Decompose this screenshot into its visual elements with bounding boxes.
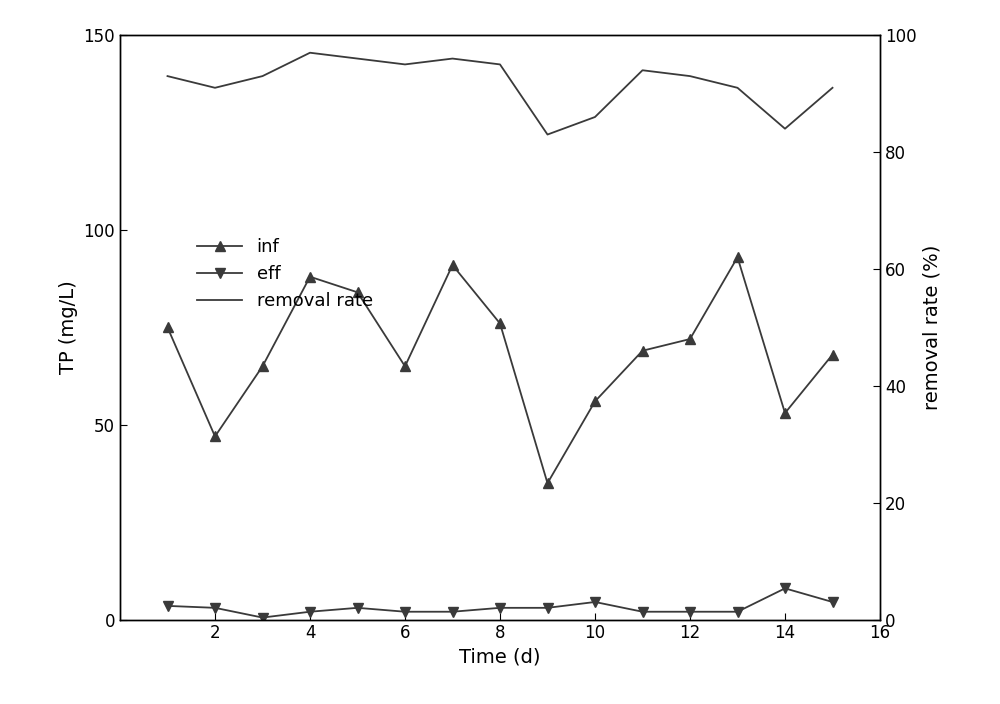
eff: [684, 608, 696, 616]
eff: [162, 602, 174, 610]
inf: [399, 362, 411, 370]
removal rate: [826, 84, 838, 92]
inf: [636, 346, 648, 355]
removal rate: [446, 54, 458, 63]
Line: inf: inf: [163, 252, 837, 488]
eff: [826, 598, 838, 606]
Y-axis label: TP (mg/L): TP (mg/L): [59, 280, 78, 375]
removal rate: [684, 72, 696, 80]
eff: [352, 603, 364, 612]
Line: removal rate: removal rate: [168, 53, 832, 134]
eff: [304, 608, 316, 616]
inf: [542, 479, 554, 487]
eff: [779, 584, 791, 593]
removal rate: [779, 125, 791, 133]
inf: [779, 409, 791, 417]
eff: [732, 608, 744, 616]
inf: [684, 335, 696, 344]
inf: [732, 253, 744, 261]
removal rate: [636, 66, 648, 75]
removal rate: [399, 61, 411, 69]
eff: [494, 603, 506, 612]
inf: [304, 272, 316, 281]
eff: [209, 603, 221, 612]
eff: [399, 608, 411, 616]
removal rate: [256, 72, 268, 80]
removal rate: [494, 61, 506, 69]
inf: [494, 319, 506, 327]
X-axis label: Time (d): Time (d): [459, 648, 541, 667]
eff: [636, 608, 648, 616]
removal rate: [589, 113, 601, 121]
inf: [446, 260, 458, 269]
inf: [826, 351, 838, 359]
inf: [589, 397, 601, 406]
inf: [256, 362, 268, 370]
removal rate: [304, 49, 316, 57]
inf: [162, 323, 174, 332]
Legend: inf, eff, removal rate: inf, eff, removal rate: [190, 231, 380, 318]
Line: eff: eff: [163, 584, 837, 622]
eff: [542, 603, 554, 612]
eff: [256, 613, 268, 622]
inf: [209, 432, 221, 441]
removal rate: [209, 84, 221, 92]
removal rate: [162, 72, 174, 80]
eff: [446, 608, 458, 616]
inf: [352, 288, 364, 296]
removal rate: [352, 54, 364, 63]
Y-axis label: removal rate (%): removal rate (%): [922, 245, 941, 410]
removal rate: [542, 130, 554, 139]
eff: [589, 598, 601, 606]
removal rate: [732, 84, 744, 92]
